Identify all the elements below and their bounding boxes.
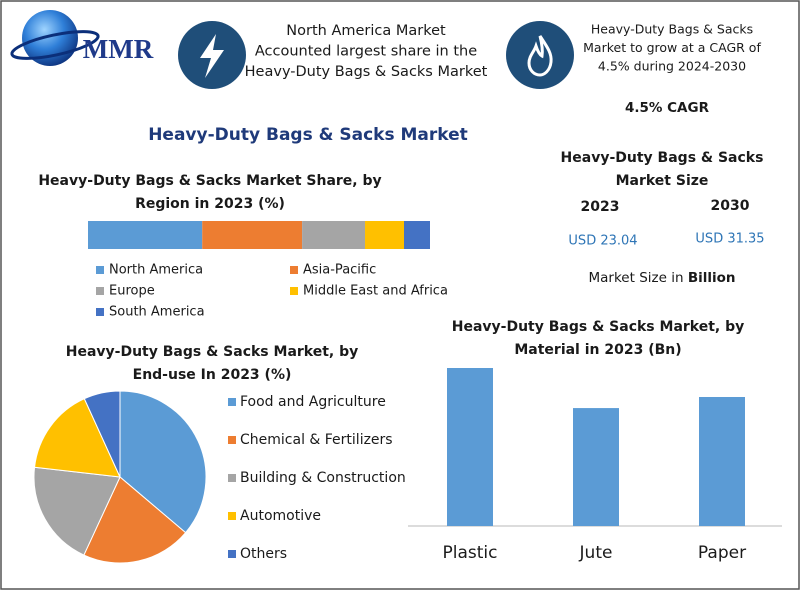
chart-title: Heavy-Duty Bags & Sacks Market Share, by (38, 173, 381, 189)
year: 2023 (581, 199, 620, 215)
lightning (200, 34, 224, 78)
highlight-line: Heavy-Duty Bags & Sacks Market (245, 64, 488, 80)
size-note: Market Size in Billion (589, 270, 736, 286)
logo-orbit (10, 30, 100, 60)
x-tick-label: Paper (698, 543, 746, 563)
pie-slice (33, 466, 121, 556)
highlight-line: North America Market (286, 23, 446, 39)
legend-swatch (290, 287, 298, 295)
legend-swatch (228, 474, 236, 482)
x-tick-label: Jute (579, 543, 613, 563)
legend-label: Others (240, 546, 287, 562)
chart-title: Heavy-Duty Bags & Sacks Market, by (66, 344, 359, 360)
chart-title: Heavy-Duty Bags & Sacks Market, by (452, 319, 745, 335)
pie-slice (83, 390, 121, 478)
highlight: Heavy-Duty Bags & Sacks Market to grow at… (583, 22, 761, 74)
pie-slice (83, 476, 187, 564)
chart-title: Material in 2023 (Bn) (514, 342, 681, 358)
logo-text: MMR (83, 34, 154, 64)
bar-segment (302, 221, 366, 249)
bar-segment (404, 221, 430, 249)
legend-swatch (96, 266, 104, 274)
legend-label: Asia-Pacific (303, 263, 376, 278)
legend-swatch (228, 436, 236, 444)
legend-label: Food and Agriculture (240, 394, 386, 410)
bar-segment (365, 221, 405, 249)
legend-label: Building & Construction (240, 470, 406, 486)
x-tick-label: Plastic (443, 543, 498, 563)
highlight-line: Market to grow at a CAGR of (583, 40, 761, 55)
highlight-line: 4.5% during 2024-2030 (598, 59, 746, 74)
size-note-text: Market Size in (589, 270, 684, 286)
legend-swatch (96, 287, 104, 295)
highlight: North America Market Accounted largest sh… (245, 23, 488, 80)
legend-label: Chemical & Fertilizers (240, 432, 393, 448)
chart-title: Region in 2023 (%) (135, 196, 285, 212)
highlight-line: Accounted largest share in the (255, 44, 477, 60)
cagr: 4.5% CAGR (625, 100, 710, 116)
highlight-line: Heavy-Duty Bags & Sacks (591, 22, 753, 37)
legend-swatch (228, 398, 236, 406)
size-value: USD 31.35 (695, 232, 764, 247)
bar (699, 396, 745, 526)
flame (527, 35, 553, 77)
legend-label: North America (109, 263, 203, 278)
chart-title: End-use In 2023 (%) (133, 367, 292, 383)
size-unit: Billion (688, 270, 736, 286)
bar (573, 408, 619, 526)
size-value: USD 23.04 (568, 234, 637, 249)
pie-slice (33, 398, 121, 478)
legend-label: South America (109, 305, 205, 320)
size-title: Heavy-Duty Bags & Sacks (561, 150, 764, 166)
bar-segment (88, 221, 203, 249)
main-title: Heavy-Duty Bags & Sacks Market (148, 125, 468, 145)
legend-swatch (96, 308, 104, 316)
legend-swatch (228, 550, 236, 558)
pie-slice (119, 390, 207, 534)
legend-swatch (228, 512, 236, 520)
year: 2030 (711, 198, 750, 214)
size-title: Market Size (616, 173, 709, 189)
legend-label: Europe (109, 284, 155, 299)
legend-label: Middle East and Africa (303, 284, 448, 299)
legend-swatch (290, 266, 298, 274)
legend-label: Automotive (240, 508, 321, 524)
bar-segment (202, 221, 303, 249)
bar (447, 368, 493, 526)
